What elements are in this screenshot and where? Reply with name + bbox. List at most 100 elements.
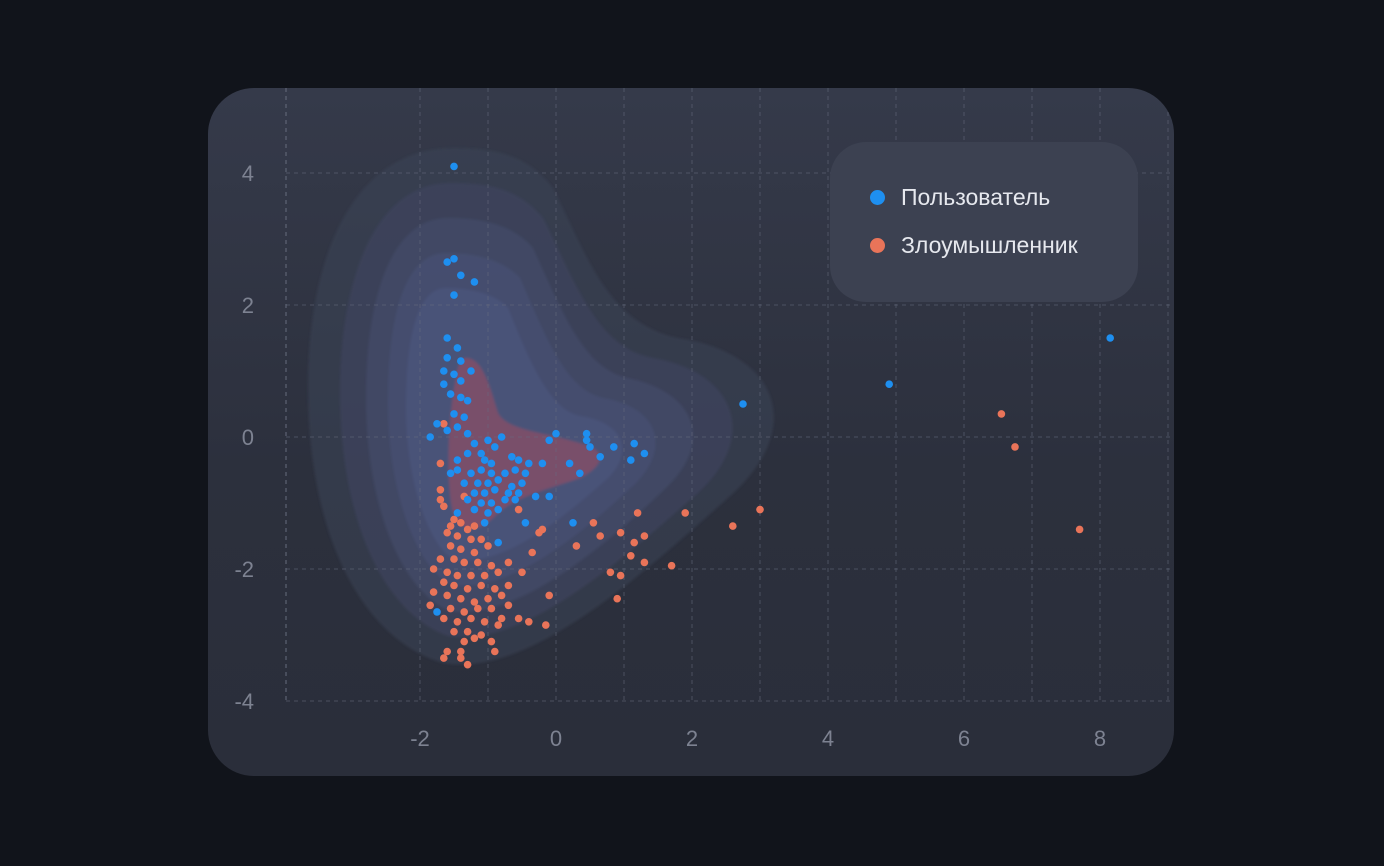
user-point [514, 456, 523, 464]
x-tick-label: 0 [550, 726, 562, 751]
attacker-point [457, 594, 465, 603]
legend-item-attacker: Злоумышленник [870, 232, 1078, 259]
attacker-point [429, 588, 438, 596]
user-point [463, 429, 472, 438]
user-point [565, 459, 574, 468]
user-point [453, 423, 462, 431]
attacker-point [494, 568, 503, 577]
attacker-point [467, 535, 475, 544]
user-point [508, 482, 516, 491]
user-point [453, 466, 462, 474]
user-point [511, 466, 519, 474]
user-point [426, 433, 434, 441]
attacker-point [518, 568, 526, 577]
attacker-point [457, 647, 465, 656]
chart-card: -2 0 2 4 6 8 4 2 0 -2 -4 Пользователь Злоумышленни… [208, 88, 1174, 776]
user-point [480, 519, 489, 527]
attacker-point [453, 532, 462, 540]
attacker-point [504, 558, 513, 567]
user-point [463, 495, 472, 504]
user-point [484, 436, 492, 445]
legend: Пользователь Злоумышленник [830, 142, 1138, 302]
attacker-point [446, 604, 455, 613]
attacker-point [613, 594, 621, 603]
user-point [453, 509, 462, 517]
user-point [443, 258, 451, 266]
scatter-plot: -2 0 2 4 6 8 4 2 0 -2 -4 [234, 88, 1174, 751]
attacker-point [528, 548, 536, 557]
attacker-point [463, 660, 472, 669]
attacker-point [480, 618, 489, 626]
user-point [446, 390, 455, 398]
user-point [504, 489, 513, 497]
attacker-point [487, 604, 496, 613]
attacker-point [474, 558, 482, 567]
user-point [463, 396, 472, 405]
user-point [443, 426, 451, 435]
user-point [497, 433, 506, 441]
user-point [518, 479, 526, 488]
y-tick-label: 4 [242, 161, 254, 186]
attacker-point [436, 459, 445, 468]
user-point [545, 492, 553, 501]
attacker-point [443, 591, 451, 600]
attacker-point [470, 598, 479, 606]
user-point [474, 479, 482, 488]
attacker-point [1075, 525, 1084, 534]
legend-item-user: Пользователь [870, 184, 1050, 211]
user-point [470, 489, 479, 497]
attacker-point [426, 601, 434, 610]
user-point [491, 443, 499, 451]
user-point [460, 413, 468, 422]
user-point [480, 456, 489, 464]
attacker-point [633, 509, 642, 517]
attacker-point [436, 555, 445, 563]
attacker-point [460, 608, 468, 616]
user-point [531, 492, 540, 501]
attacker-point [460, 558, 468, 567]
y-tick-label: -2 [234, 557, 254, 582]
user-point [484, 509, 492, 517]
attacker-point [1011, 443, 1019, 451]
attacker-point [681, 509, 689, 517]
attacker-point [450, 555, 458, 563]
attacker-point [436, 486, 445, 494]
user-point [569, 519, 577, 527]
user-point [630, 439, 638, 448]
attacker-point [484, 594, 492, 603]
attacker-point [463, 525, 472, 534]
attacker-point [756, 505, 764, 514]
user-point [470, 278, 479, 286]
user-point [467, 367, 475, 375]
user-point [494, 538, 503, 547]
y-tick-label: 2 [242, 293, 254, 318]
x-tick-label: 4 [822, 726, 834, 751]
attacker-point [463, 627, 472, 636]
user-point [443, 334, 451, 342]
density-contours [308, 148, 774, 665]
user-point [511, 495, 519, 504]
user-point [586, 443, 594, 451]
user-point [538, 459, 547, 468]
attacker-point [497, 591, 506, 600]
attacker-point [450, 627, 458, 636]
user-point [627, 456, 635, 464]
attacker-point [457, 545, 465, 553]
attacker-point [429, 565, 438, 573]
y-tick-label: 0 [242, 425, 254, 450]
user-point [521, 469, 530, 478]
user-point [582, 429, 591, 438]
user-point [477, 466, 486, 474]
user-point [463, 449, 472, 458]
x-tick-label: 6 [958, 726, 970, 751]
attacker-point [463, 585, 472, 593]
attacker-point [487, 637, 496, 646]
attacker-point [504, 581, 513, 590]
user-point [501, 495, 509, 504]
user-point [494, 505, 503, 514]
user-point [487, 469, 496, 478]
user-point [521, 519, 530, 527]
attacker-point [470, 634, 479, 643]
user-point [640, 449, 649, 458]
attacker-point [443, 647, 451, 656]
